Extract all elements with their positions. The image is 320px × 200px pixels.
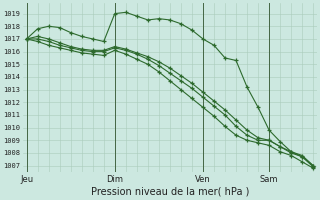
X-axis label: Pression niveau de la mer( hPa ): Pression niveau de la mer( hPa ) <box>91 187 249 197</box>
